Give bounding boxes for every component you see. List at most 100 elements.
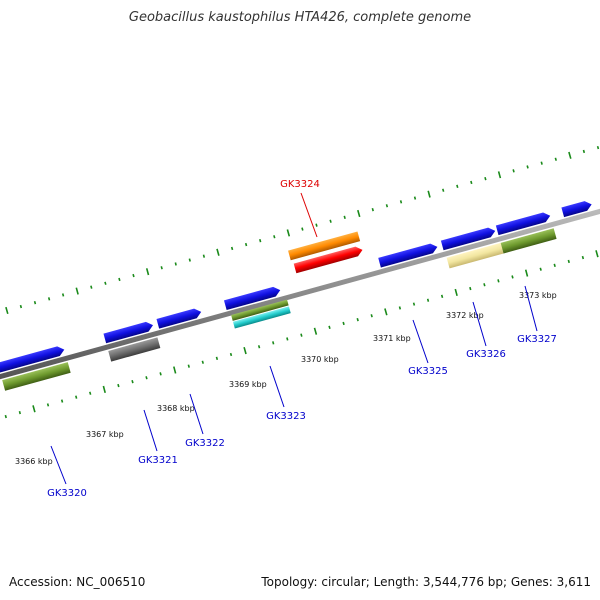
genome-summary-text: Topology: circular; Length: 3,544,776 bp… [261,575,591,589]
gene-label-gk3327[interactable]: GK3327 [517,334,557,345]
leader-gk3322 [189,393,204,435]
leader-gk3326 [472,301,487,347]
gene-features [0,186,600,391]
lower-track-tick [469,286,472,291]
upper-track-tick [145,268,150,276]
gene-feature-frame [0,186,600,391]
upper-track-tick [174,262,177,266]
gene-label-gk3323[interactable]: GK3323 [266,411,306,422]
lower-track-tick [342,321,345,326]
upper-track-tick [61,293,65,297]
upper-track-tick [343,215,346,220]
leader-gk3321 [143,409,158,452]
lower-track-tick [581,255,585,260]
gene-label-gk3326[interactable]: GK3326 [466,349,506,360]
lower-track-tick [384,308,388,316]
upper-track-tick [47,297,51,301]
upper-track-tick [371,207,374,212]
gene-feature-olive[interactable] [231,299,289,321]
upper-track-tick [315,223,318,227]
upper-track-tick [188,258,191,262]
lower-track-tick [426,298,430,302]
lower-track-tick [539,267,542,271]
lower-track-tick [300,333,303,337]
lower-track-tick [511,275,514,279]
gene-feature-blue-7[interactable] [495,211,552,236]
genome-title: Geobacillus kaustophilus HTA426, complet… [128,10,472,25]
accession-text: Accession: NC_006510 [9,575,146,589]
lower-track-tick [398,306,402,310]
upper-track-tick [75,287,79,295]
kbp-label-3368: 3368 kbp [157,404,195,413]
gene-feature-gk3324-red[interactable] [293,245,364,274]
lower-track-tick [159,372,162,376]
upper-track-tick [497,171,502,179]
gene-feature-cyan[interactable] [232,306,291,329]
kbp-label-3373: 3373 kbp [519,291,557,300]
gene-label-gk3320[interactable]: GK3320 [47,488,87,499]
upper-track-tick [5,306,9,315]
upper-track-tick [596,145,600,150]
upper-track-tick [470,180,473,185]
genome-backbone [0,208,600,380]
upper-track-tick [104,281,107,285]
gene-feature-blue-4[interactable] [223,285,282,311]
lower-track-tick [102,385,106,394]
upper-track-tick [216,248,220,256]
kbp-label-3372: 3372 kbp [446,311,484,320]
gene-label-gk3325[interactable]: GK3325 [408,366,448,377]
gene-feature-gray[interactable] [108,337,161,362]
lower-track-tick [145,376,148,380]
kbp-label-3370: 3370 kbp [301,355,339,364]
upper-track-tick [385,204,389,208]
lower-track-tick [257,345,261,349]
gene-feature-green-2[interactable] [500,228,557,254]
gene-feature-blue-1[interactable] [0,345,66,373]
gene-feature-gk3324-orange[interactable] [288,231,361,261]
gene-feature-pale-yellow[interactable] [446,242,504,269]
lower-track-tick [356,317,359,322]
lower-tick-track [4,250,599,419]
lower-track-tick [595,250,599,258]
gene-feature-blue-8[interactable] [561,200,593,218]
lower-track-tick [243,346,247,355]
gene-feature-green-1[interactable] [2,362,71,391]
lower-track-tick [89,391,92,395]
upper-track-tick [90,285,93,289]
upper-track-tick [484,176,487,181]
leader-gk3320 [50,445,67,485]
gene-feature-blue-2[interactable] [103,320,154,344]
gene-label-gk3324[interactable]: GK3324 [280,179,320,190]
upper-track-tick [582,149,586,154]
lower-track-tick [46,403,50,407]
leader-gk3323 [269,365,285,408]
kbp-label-3371: 3371 kbp [373,334,411,343]
upper-track-tick [413,196,417,200]
lower-track-tick [328,325,331,330]
upper-track-tick [118,277,121,282]
upper-track-tick [526,165,529,169]
lower-track-tick [313,327,318,335]
lower-track-tick [567,259,570,264]
lower-track-tick [215,356,219,361]
gene-label-gk3321[interactable]: GK3321 [138,455,178,466]
lower-track-tick [524,269,529,277]
upper-tick-track [5,145,600,315]
lower-track-tick [187,364,190,368]
upper-track-tick [160,266,163,270]
gene-feature-blue-3[interactable] [156,307,202,329]
lower-track-tick [117,383,120,388]
gene-label-gk3322[interactable]: GK3322 [185,438,225,449]
gene-feature-blue-6[interactable] [440,226,497,251]
upper-track-tick [259,238,262,243]
lower-track-tick [412,302,416,306]
leader-gk3327 [524,285,538,332]
upper-track-tick [202,254,206,258]
lower-track-tick [131,379,134,384]
lower-track-tick [483,283,486,287]
gene-feature-blue-5[interactable] [378,242,439,268]
upper-track-tick [329,219,332,223]
upper-track-tick [554,157,557,161]
